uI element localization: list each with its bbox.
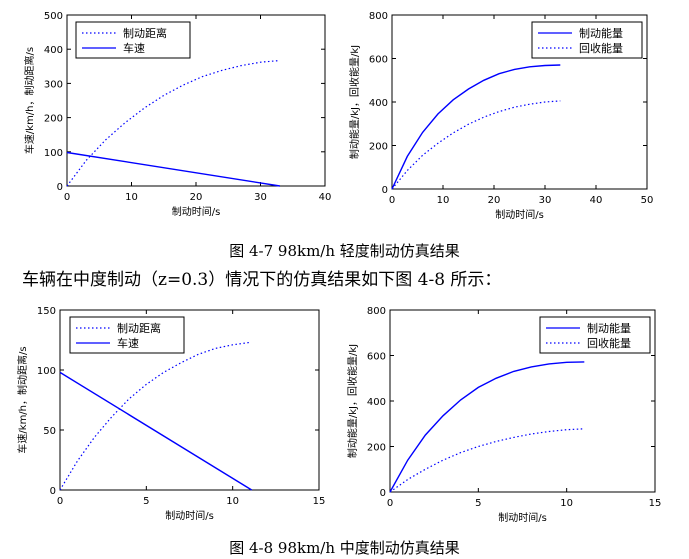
x-axis-label: 制动时间/s xyxy=(495,208,544,221)
x-tick-label: 30 xyxy=(539,195,552,206)
series-line-0 xyxy=(389,361,585,493)
x-axis-label: 制动时间/s xyxy=(172,205,221,218)
x-tick-label: 50 xyxy=(641,195,654,206)
y-tick-label: 600 xyxy=(369,55,388,66)
legend-box xyxy=(75,21,191,59)
y-tick-label: 100 xyxy=(44,148,63,159)
legend-label: 回收能量 xyxy=(579,41,623,55)
x-tick-label: 0 xyxy=(387,498,393,509)
y-tick-label: 400 xyxy=(369,98,388,109)
x-tick-label: 0 xyxy=(57,496,63,507)
legend-label: 制动能量 xyxy=(587,321,631,335)
chart-svg: 0 5 10 15 0 200 400 600 800 制动时间/s 制动能量/kJ，回收能量/kJ… xyxy=(346,306,662,524)
y-tick-label: 100 xyxy=(37,366,56,377)
x-tick-label: 20 xyxy=(488,195,501,206)
x-axis-label: 制动时间/s xyxy=(165,509,214,522)
series-line-1 xyxy=(389,428,585,493)
x-tick-label: 10 xyxy=(125,192,138,203)
body-paragraph: 车辆在中度制动（z=0.3）情况下的仿真结果如下图 4-8 所示： xyxy=(22,270,502,290)
y-tick-label: 400 xyxy=(44,45,63,56)
series-line-0 xyxy=(391,64,561,190)
x-tick-label: 40 xyxy=(319,192,332,203)
series-line-0 xyxy=(66,59,280,187)
x-tick-label: 15 xyxy=(649,498,662,509)
legend-label: 制动距离 xyxy=(117,321,161,335)
y-axis-label: 制动能量/kJ，回收能量/kJ xyxy=(346,344,359,458)
legend-label: 回收能量 xyxy=(587,336,631,350)
legend-box xyxy=(539,316,651,354)
x-tick-label: 30 xyxy=(254,192,267,203)
chart-speed-distance-medium: 0 5 10 15 0 50 100 150 制动时间/s 车速/km/h，制动距离/s 制动距离车… xyxy=(0,295,345,530)
y-tick-label: 800 xyxy=(367,306,386,317)
x-tick-label: 0 xyxy=(64,192,70,203)
y-axis-label: 车速/km/h，制动距离/s xyxy=(23,47,36,154)
legend-label: 车速 xyxy=(123,41,145,55)
y-tick-label: 0 xyxy=(50,486,56,497)
figure-caption-4-7: 图 4-7 98km/h 轻度制动仿真结果 xyxy=(229,242,460,260)
y-tick-label: 200 xyxy=(369,142,388,153)
y-tick-label: 300 xyxy=(44,79,63,90)
series-line-1 xyxy=(66,151,281,187)
legend-label: 车速 xyxy=(117,336,139,350)
chart-svg: 0 10 20 30 400100200300400500制动时间/s车速/km/h，制… xyxy=(23,11,332,218)
y-tick-label: 200 xyxy=(367,443,386,454)
y-tick-label: 400 xyxy=(367,397,386,408)
y-tick-label: 0 xyxy=(57,182,63,193)
x-tick-label: 10 xyxy=(560,498,573,509)
y-tick-label: 0 xyxy=(382,185,388,196)
x-axis-label: 制动时间/s xyxy=(498,511,547,524)
legend-label: 制动能量 xyxy=(579,26,623,40)
chart-energy-light: 0 10 20 30 40 50 0 200 400 600 800 制动时间/s 制动能量/kJ，回收… xyxy=(345,0,689,230)
legend-box xyxy=(531,21,643,59)
y-tick-label: 150 xyxy=(37,306,56,317)
figure-caption-4-8: 图 4-8 98km/h 中度制动仿真结果 xyxy=(229,539,460,557)
x-tick-label: 5 xyxy=(475,498,481,509)
y-axis-label: 制动能量/kJ，回收能量/kJ xyxy=(348,45,361,159)
x-tick-label: 20 xyxy=(190,192,203,203)
chart-svg: 0 10 20 30 40 50 0 200 400 600 800 制动时间/s 制动能量/kJ，回收… xyxy=(348,11,654,221)
series-line-1 xyxy=(59,371,253,491)
y-tick-label: 800 xyxy=(369,11,388,22)
chart-svg: 0 5 10 15050100150制动时间/s车速/km/h，制动距离/s制动距离车… xyxy=(16,306,326,522)
y-tick-label: 0 xyxy=(380,488,386,499)
y-tick-label: 200 xyxy=(44,114,63,125)
legend-box xyxy=(69,316,185,354)
chart-energy-medium: 0 5 10 15 0 200 400 600 800 制动时间/s 制动能量/kJ，回收能量/kJ… xyxy=(345,295,689,530)
y-tick-label: 50 xyxy=(43,426,56,437)
x-tick-label: 10 xyxy=(437,195,450,206)
series-line-1 xyxy=(391,100,561,190)
chart-speed-distance-light: 0 10 20 30 40 0 100 200 300 400 500 制动时间/s 车速/km/h，制… xyxy=(0,0,345,230)
y-tick-label: 600 xyxy=(367,352,386,363)
x-tick-label: 10 xyxy=(226,496,239,507)
x-tick-label: 5 xyxy=(143,496,149,507)
x-tick-label: 40 xyxy=(590,195,603,206)
x-tick-label: 15 xyxy=(313,496,326,507)
y-axis-label: 车速/km/h，制动距离/s xyxy=(16,346,29,453)
y-tick-label: 500 xyxy=(44,11,63,22)
x-tick-label: 0 xyxy=(389,195,395,206)
legend-label: 制动距离 xyxy=(123,26,167,40)
